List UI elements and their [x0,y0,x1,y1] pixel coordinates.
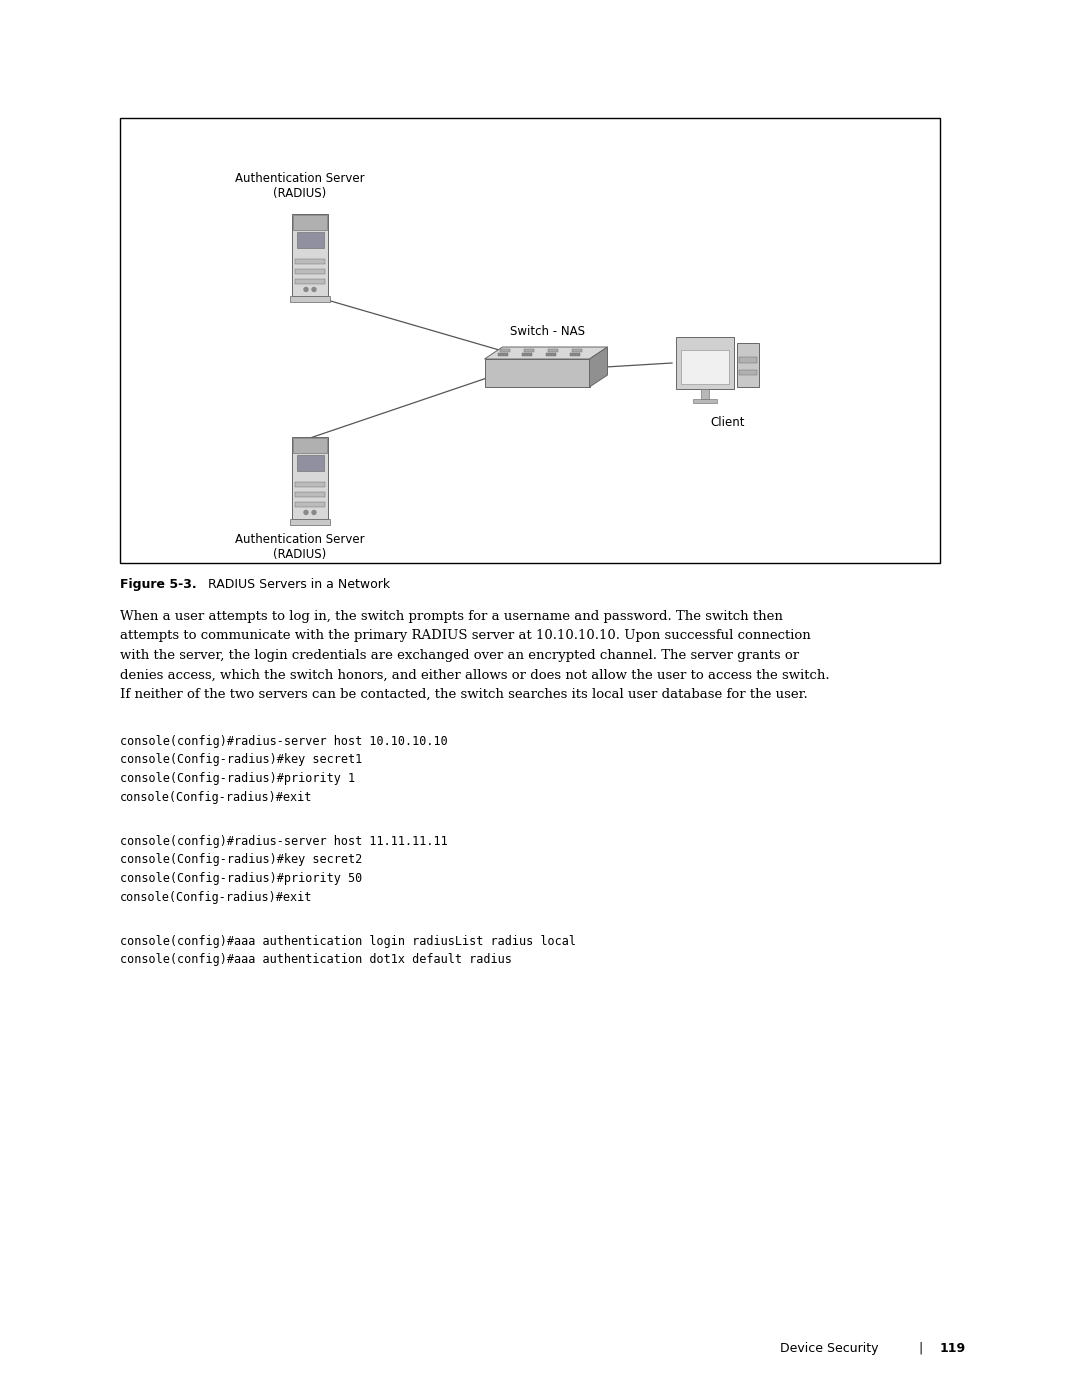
Bar [522,353,531,356]
Bar [292,214,328,296]
Polygon shape [485,346,607,359]
Bar [297,455,324,471]
Text: with the server, the login credentials are exchanged over an encrypted channel. : with the server, the login credentials a… [120,650,799,662]
Text: If neither of the two servers can be contacted, the switch searches its local us: If neither of the two servers can be con… [120,687,808,701]
Bar [524,349,534,352]
Text: console(Config-radius)#exit: console(Config-radius)#exit [120,791,312,803]
Bar [295,279,325,284]
Bar [291,520,330,525]
Text: console(config)#radius-server host 11.11.11.11: console(config)#radius-server host 11.11… [120,835,448,848]
Bar [120,117,940,563]
Bar [293,215,327,229]
Bar [292,437,328,520]
Bar [548,349,557,352]
Bar [681,351,729,384]
Text: Client: Client [711,416,745,429]
Text: Switch - NAS: Switch - NAS [510,326,584,338]
Bar [701,388,708,400]
Bar [739,358,757,363]
Circle shape [312,510,316,514]
Text: console(config)#aaa authentication dot1x default radius: console(config)#aaa authentication dot1x… [120,954,512,967]
Bar [297,232,324,249]
Bar [295,258,325,264]
Text: console(Config-radius)#key secret2: console(Config-radius)#key secret2 [120,854,362,866]
Bar [676,337,734,388]
Text: Authentication Server
(RADIUS): Authentication Server (RADIUS) [235,172,365,200]
Bar [693,400,717,402]
Bar [291,296,330,302]
Circle shape [312,288,316,292]
Bar [295,502,325,507]
Circle shape [303,510,308,514]
Text: console(config)#radius-server host 10.10.10.10: console(config)#radius-server host 10.10… [120,735,448,747]
Bar [739,370,757,374]
Bar [570,353,580,356]
Text: |: | [918,1343,922,1355]
Text: console(Config-radius)#priority 50: console(Config-radius)#priority 50 [120,872,362,886]
Bar [500,349,510,352]
Text: 119: 119 [940,1343,967,1355]
Text: console(config)#aaa authentication login radiusList radius local: console(config)#aaa authentication login… [120,935,576,949]
Text: console(Config-radius)#exit: console(Config-radius)#exit [120,890,312,904]
Text: RADIUS Servers in a Network: RADIUS Servers in a Network [192,578,390,591]
Bar [737,344,759,387]
Bar [498,353,508,356]
Bar [295,492,325,497]
Polygon shape [485,359,590,387]
Text: denies access, which the switch honors, and either allows or does not allow the : denies access, which the switch honors, … [120,669,829,682]
Bar [295,270,325,274]
Bar [295,482,325,488]
Text: Device Security: Device Security [780,1343,878,1355]
Text: Authentication Server
(RADIUS): Authentication Server (RADIUS) [235,534,365,562]
Bar [545,353,556,356]
Text: Figure 5-3.: Figure 5-3. [120,578,197,591]
Text: console(Config-radius)#priority 1: console(Config-radius)#priority 1 [120,773,355,785]
Text: attempts to communicate with the primary RADIUS server at 10.10.10.10. Upon succ: attempts to communicate with the primary… [120,630,811,643]
Circle shape [303,288,308,292]
Bar [293,439,327,453]
Text: console(Config-radius)#key secret1: console(Config-radius)#key secret1 [120,753,362,767]
Text: When a user attempts to log in, the switch prompts for a username and password. : When a user attempts to log in, the swit… [120,610,783,623]
Bar [571,349,582,352]
Polygon shape [590,346,607,387]
